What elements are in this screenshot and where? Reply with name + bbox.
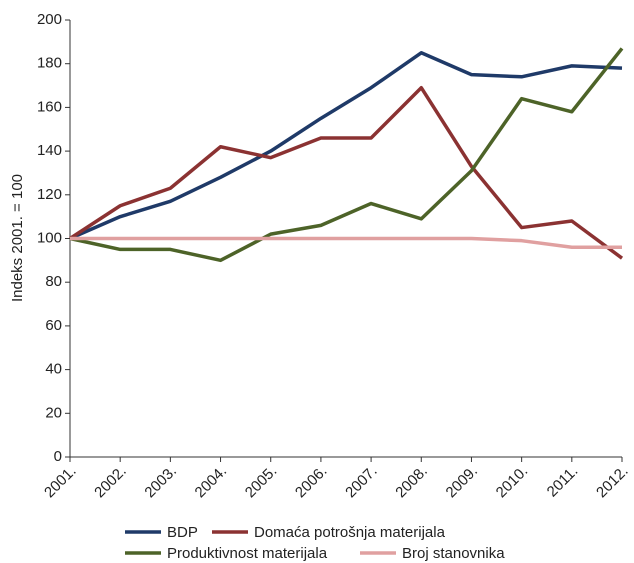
y-tick-label: 120 xyxy=(37,186,62,203)
y-tick-label: 100 xyxy=(37,229,62,246)
y-tick-label: 160 xyxy=(37,98,62,115)
y-tick-label: 200 xyxy=(37,11,62,28)
series-line xyxy=(69,47,624,263)
y-axis-label: Indeks 2001. = 100 xyxy=(9,174,26,302)
y-tick-label: 40 xyxy=(45,361,62,378)
x-tick-label: 2007. xyxy=(342,463,381,502)
x-tick-label: 2001. xyxy=(41,463,80,502)
y-tick-label: 140 xyxy=(37,142,62,159)
legend-label: Broj stanovnika xyxy=(402,545,505,562)
series-line xyxy=(69,85,624,260)
series-line xyxy=(69,51,623,241)
series-line xyxy=(70,236,622,249)
x-tick-label: 2003. xyxy=(141,463,180,502)
x-tick-label: 2008. xyxy=(392,463,431,502)
x-tick-label: 2010. xyxy=(493,463,532,502)
x-tick-label: 2005. xyxy=(242,463,281,502)
x-tick-label: 2012. xyxy=(593,463,632,502)
x-tick-label: 2004. xyxy=(192,463,231,502)
legend-label: Produktivnost materijala xyxy=(167,545,328,562)
x-tick-label: 2002. xyxy=(91,463,130,502)
y-tick-label: 0 xyxy=(54,448,62,465)
y-tick-label: 180 xyxy=(37,55,62,72)
x-tick-label: 2006. xyxy=(292,463,331,502)
legend-label: Domaća potrošnja materijala xyxy=(254,524,446,541)
x-tick-label: 2009. xyxy=(443,463,482,502)
legend-label: BDP xyxy=(167,524,198,541)
y-tick-label: 20 xyxy=(45,404,62,421)
x-tick-label: 2011. xyxy=(544,463,582,501)
y-tick-label: 60 xyxy=(45,317,62,334)
y-tick-label: 80 xyxy=(45,273,62,290)
